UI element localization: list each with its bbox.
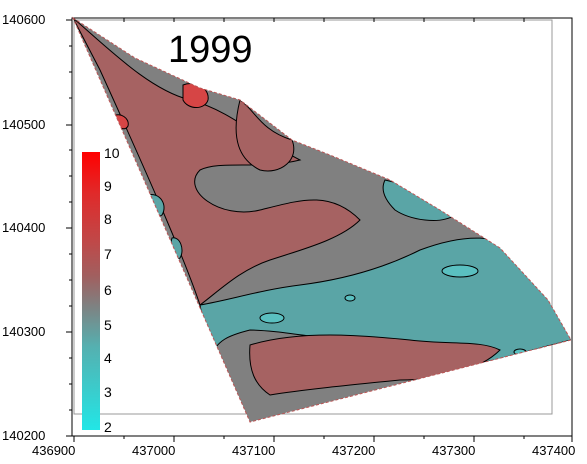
plot-frame xyxy=(71,17,573,437)
cb-label-9: 9 xyxy=(104,178,112,194)
cb-label-10: 10 xyxy=(104,145,120,161)
teal-oval-1 xyxy=(441,264,479,278)
cb-label-6: 6 xyxy=(104,282,112,298)
red-blob-top xyxy=(182,83,209,108)
colorbar xyxy=(82,152,100,430)
x-tick-437200: 437200 xyxy=(332,443,375,458)
colorbar-labels: 10 9 8 7 6 5 4 3 2 xyxy=(104,145,120,435)
teal-oval-2 xyxy=(344,294,356,302)
x-tick-437400: 437400 xyxy=(532,443,575,458)
x-tick-436900: 436900 xyxy=(32,443,75,458)
cb-label-3: 3 xyxy=(104,384,112,400)
x-tick-437000: 437000 xyxy=(132,443,175,458)
x-tick-437100: 437100 xyxy=(232,443,275,458)
cb-label-2: 2 xyxy=(104,419,112,435)
x-tick-labels: 436900 437000 437100 437200 437300 43740… xyxy=(32,443,575,458)
x-axis xyxy=(73,18,573,442)
cb-label-7: 7 xyxy=(104,246,112,262)
cb-label-5: 5 xyxy=(104,317,112,333)
cb-label-8: 8 xyxy=(104,211,112,227)
x-tick-437300: 437300 xyxy=(432,443,475,458)
y-tick-140400: 140400 xyxy=(2,220,45,235)
red-zone-right xyxy=(235,99,295,172)
y-tick-140300: 140300 xyxy=(2,324,45,339)
year-label: 1999 xyxy=(168,29,253,71)
y-tick-140600: 140600 xyxy=(2,12,45,27)
y-tick-140200: 140200 xyxy=(2,428,45,443)
region-outline xyxy=(71,16,572,423)
cb-label-4: 4 xyxy=(104,350,112,366)
contour-region xyxy=(73,18,571,422)
y-axis xyxy=(66,19,72,437)
y-tick-140500: 140500 xyxy=(2,117,45,132)
plot-inner-frame xyxy=(73,19,553,415)
y-tick-labels: 140600 140500 140400 140300 140200 xyxy=(2,12,45,443)
teal-oval-3 xyxy=(259,312,285,324)
